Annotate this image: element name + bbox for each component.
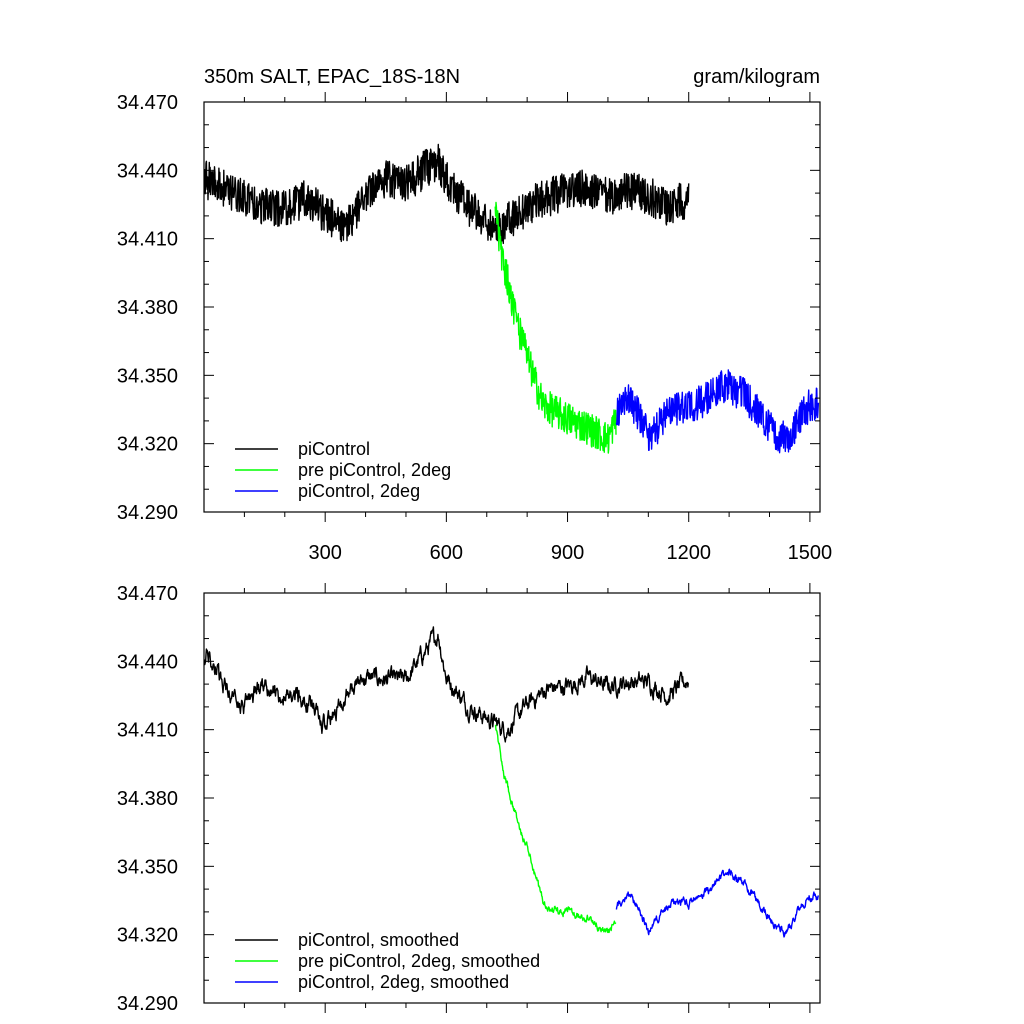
x-tick-label: 1200 <box>666 542 711 564</box>
legend-label-3: piControl, 2deg <box>298 481 420 501</box>
legend-label-2: pre piControl, 2deg <box>298 460 451 480</box>
series-line-3 <box>615 369 820 454</box>
top-tick-layer: 34.290 34.320 34.350 34.380 34.410 34.440 34.4… <box>117 92 832 564</box>
y-tick-label: 34.410 <box>117 720 178 742</box>
series-line-1 <box>203 626 689 743</box>
legend-label-1: piControl, smoothed <box>298 930 459 950</box>
y-tick-label: 34.350 <box>117 365 178 387</box>
x-tick-label: 1500 <box>788 542 833 564</box>
y-tick-label: 34.290 <box>117 993 178 1015</box>
y-tick-label: 34.350 <box>117 856 178 878</box>
bottom-plot-frame <box>203 592 821 1004</box>
y-tick-label: 34.320 <box>117 434 178 456</box>
y-tick-label: 34.470 <box>117 92 178 114</box>
series-line-1 <box>203 143 690 245</box>
chart-title-left: 350m SALT, EPAC_18S-18N <box>204 66 460 88</box>
y-tick-label: 34.470 <box>117 583 178 605</box>
top-series-layer <box>203 143 820 454</box>
series-line-2 <box>494 201 617 454</box>
bottom-series-layer <box>203 626 820 938</box>
x-tick-label: 600 <box>430 542 463 564</box>
chart-units: gram/kilogram <box>693 66 820 88</box>
legend-label-1: piControl <box>298 439 370 459</box>
y-tick-label: 34.320 <box>117 925 178 947</box>
y-tick-label: 34.380 <box>117 788 178 810</box>
y-tick-label: 34.380 <box>117 297 178 319</box>
series-line-3 <box>615 868 820 938</box>
x-tick-label: 900 <box>551 542 584 564</box>
top-plot-frame <box>203 101 821 513</box>
bottom-panel: 34.290 34.320 34.350 34.380 34.410 34.440 34.4… <box>117 583 821 1015</box>
x-tick-label: 300 <box>308 542 341 564</box>
y-tick-label: 34.290 <box>117 502 178 524</box>
top-panel: 350m SALT, EPAC_18S-18N gram/kilogram 34… <box>117 66 832 564</box>
y-tick-label: 34.410 <box>117 229 178 251</box>
legend-label-3: piControl, 2deg, smoothed <box>298 972 509 992</box>
y-tick-label: 34.440 <box>117 160 178 182</box>
y-tick-label: 34.440 <box>117 651 178 673</box>
legend-label-2: pre piControl, 2deg, smoothed <box>298 951 540 971</box>
series-line-2 <box>494 724 617 934</box>
bottom-tick-layer: 34.290 34.320 34.350 34.380 34.410 34.440 34.4… <box>117 583 820 1015</box>
